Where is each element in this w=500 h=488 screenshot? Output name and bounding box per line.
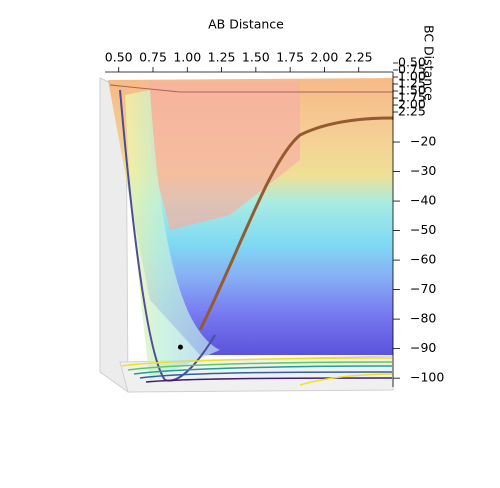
y-tick-label: 0.75: [398, 62, 426, 77]
x-tick-label: 0.50: [105, 50, 133, 65]
y-tick-label: 1.00: [398, 69, 426, 84]
y-axis-label: BC Distance: [422, 25, 437, 101]
z-tick-label: −90: [410, 340, 436, 355]
z-tick-label: −100: [410, 370, 444, 385]
z-tick-label: −30: [410, 163, 436, 178]
z-tick-label: −70: [410, 281, 436, 296]
z-tick-label: −20: [410, 134, 436, 149]
y-tick-label: 2.00: [398, 97, 426, 112]
surface: [108, 78, 394, 382]
y-tick-label: 1.50: [398, 83, 426, 98]
z-tick-label: −80: [410, 311, 436, 326]
x-axis-label: AB Distance: [208, 17, 284, 32]
x-tick-label: 2.25: [345, 50, 373, 65]
y-tick-label: 2.25: [398, 104, 426, 119]
z-tick-label: −60: [410, 252, 436, 267]
z-tick-label: −40: [410, 193, 436, 208]
y-tick-label: 1.75: [398, 90, 426, 105]
point: [177, 344, 183, 350]
x-tick-label: 1.75: [276, 50, 304, 65]
z-tick-label: −50: [410, 222, 436, 237]
y-tick-label: 0.50: [398, 55, 426, 70]
y-tick-label: 1.25: [398, 76, 426, 91]
x-tick-label: 0.75: [139, 50, 167, 65]
x-tick-label: 1.25: [208, 50, 236, 65]
x-tick-label: 1.50: [242, 50, 270, 65]
x-tick-label: 2.00: [311, 50, 339, 65]
contours: [121, 357, 393, 386]
x-tick-label: 1.00: [173, 50, 201, 65]
